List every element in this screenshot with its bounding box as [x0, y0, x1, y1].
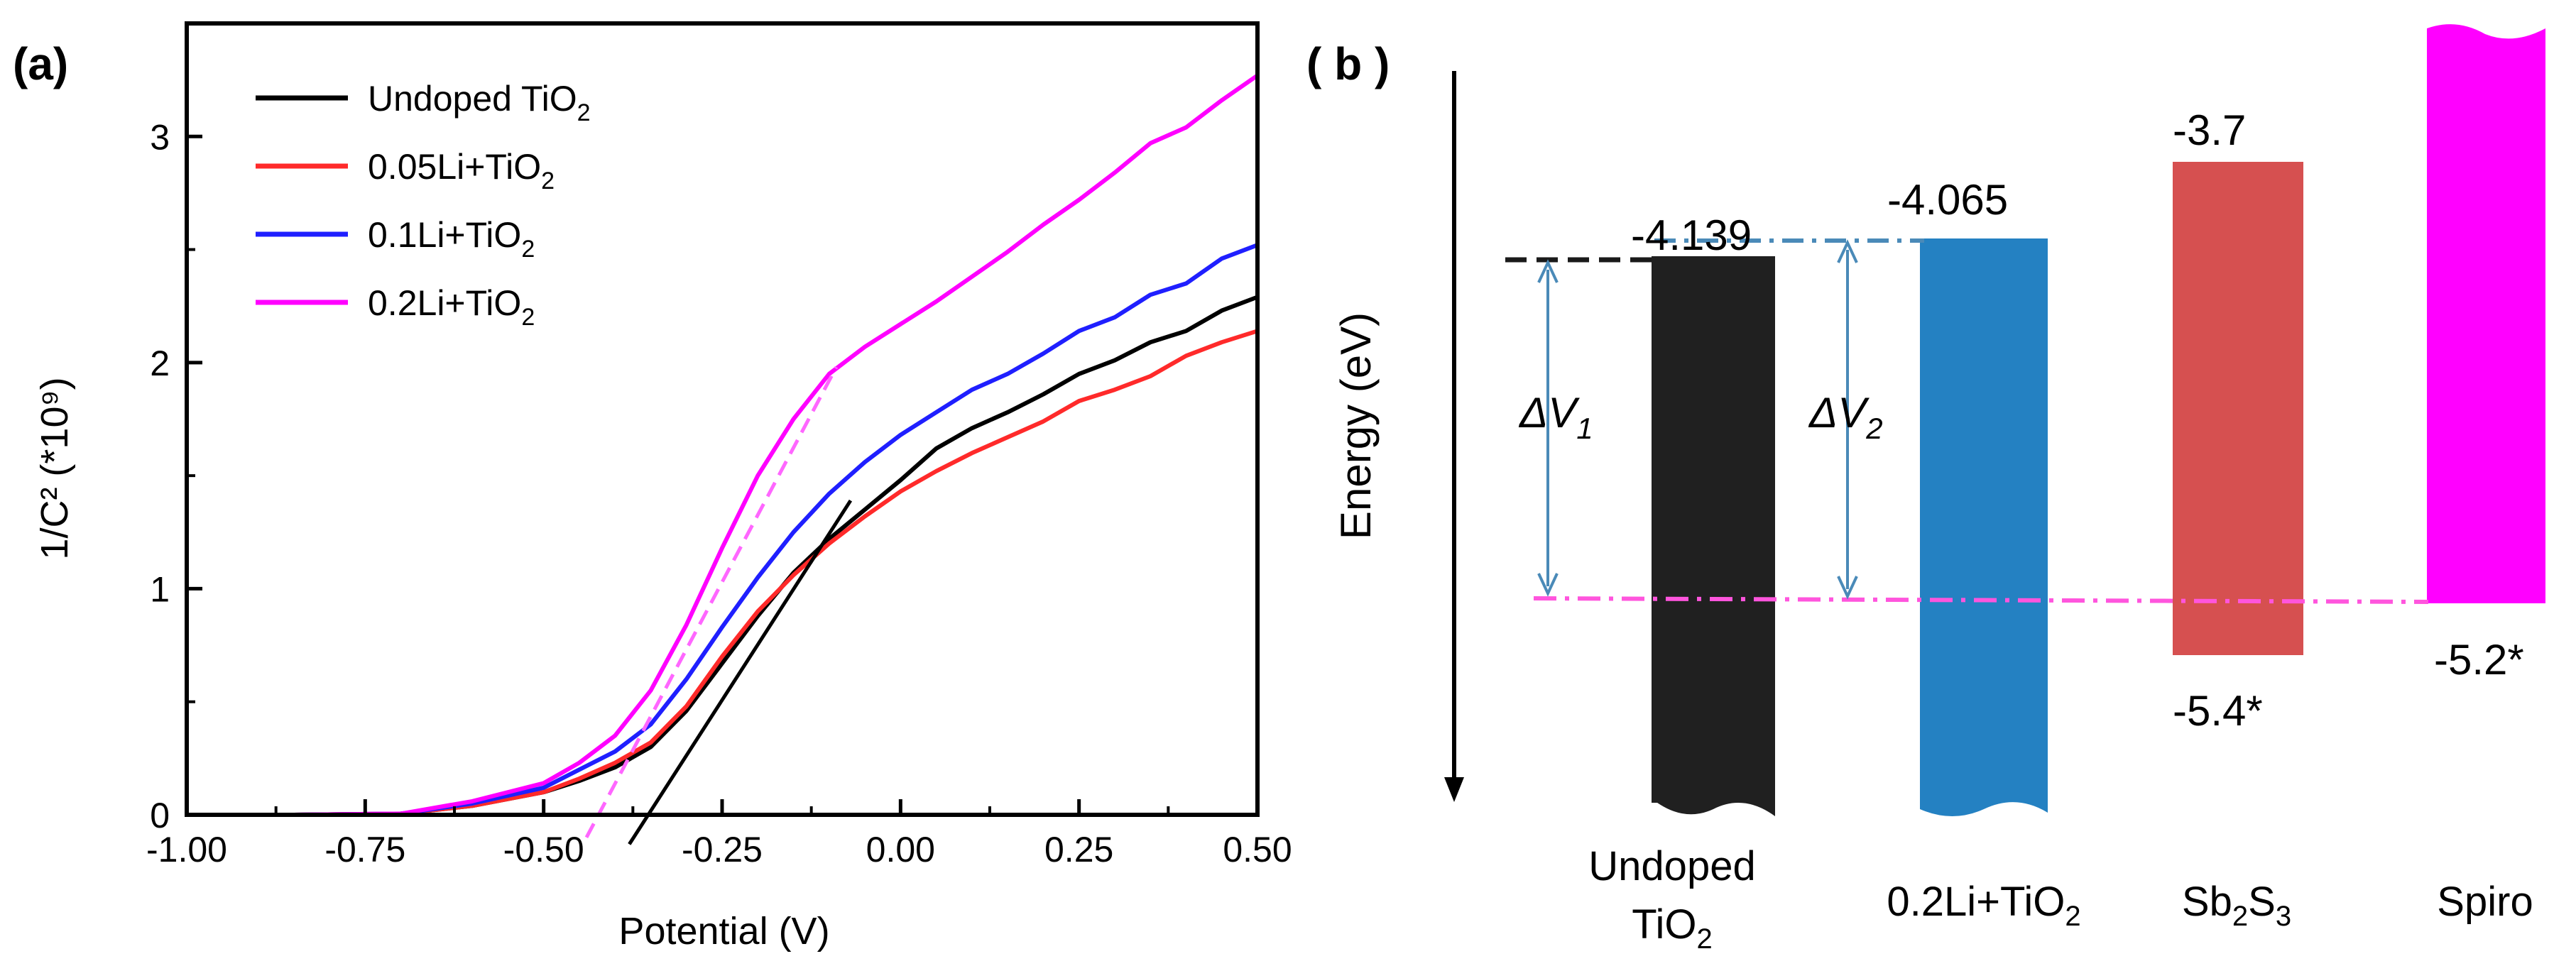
undoped-top-value: -4.139 [1631, 212, 1752, 259]
bar-li-wave [1920, 798, 2048, 816]
dv1-head-bottom [1537, 573, 1559, 597]
series-line-1 [187, 329, 1258, 817]
x-tick-label: -1.00 [146, 830, 227, 869]
x-tick-label: 0.50 [1223, 830, 1292, 869]
y-tick-label: 1 [150, 569, 170, 609]
x-tick-label: -0.50 [503, 830, 584, 869]
fit-lines-layer [584, 366, 853, 845]
legend-label-1: 0.05Li+TiO2 [368, 147, 555, 194]
sb2s3-bottom-value: -5.4* [2173, 687, 2263, 735]
bar-li-tio2 [1920, 238, 2048, 799]
spiro-bottom-value: -5.2* [2434, 636, 2524, 684]
category-li-tio2: 0.2Li+TiO2 [1887, 879, 2080, 932]
dv2-label: ΔV2 [1808, 389, 1883, 445]
energy-axis-title: Energy (eV) [1332, 312, 1380, 539]
series-line-2 [187, 243, 1259, 817]
y-tick-label: 0 [150, 796, 170, 835]
panel-b-band-diagram: ( b ) Energy (eV) ΔV1 ΔV2 -4.139 -4.065 … [1306, 24, 2545, 955]
fit-line-1 [584, 366, 839, 839]
series-line-3 [187, 73, 1259, 817]
category-undoped-line1: Undoped [1588, 843, 1755, 889]
y-tick-label: 2 [150, 344, 170, 383]
x-tick-label: -0.75 [324, 830, 405, 869]
x-axis-title: Potential (V) [618, 910, 829, 953]
bar-spiro [2427, 24, 2545, 603]
x-tick-label: 0.25 [1044, 830, 1113, 869]
x-tick-label: -0.25 [682, 830, 763, 869]
spiro-homo-dashdot [1533, 596, 2429, 604]
x-axis-ticks: -1.00 -0.75 -0.50 -0.25 0.00 0.25 0.50 [146, 799, 1292, 869]
category-undoped-line2: TiO2 [1632, 901, 1713, 955]
arrow-head [1444, 777, 1464, 802]
category-spiro: Spiro [2437, 879, 2533, 925]
dv2-head-top [1837, 239, 1858, 263]
legend-label-2: 0.1Li+TiO2 [368, 215, 535, 263]
plot-frame [185, 21, 1260, 817]
series-line-0 [187, 295, 1259, 817]
y-axis-title: 1/C² (*10⁹) [33, 377, 76, 559]
li-top-value: -4.065 [1887, 176, 2008, 224]
series-layer [187, 73, 1259, 817]
y-tick-label: 3 [150, 117, 170, 157]
panel-a-line-chart: (a) -1.00 -0.75 -0.50 -0.25 0.00 0.25 0.50 0 1 2… [13, 21, 1292, 953]
sb2s3-top-value: -3.7 [2173, 106, 2246, 154]
dv1-head-top [1537, 259, 1559, 283]
dv2-head-bottom [1837, 576, 1858, 600]
legend-label-3: 0.2Li+TiO2 [368, 283, 535, 331]
bar-undoped-wave [1652, 798, 1775, 816]
legend-label-0: Undoped TiO2 [368, 79, 591, 126]
bar-sb2s3 [2173, 162, 2303, 655]
panel-b-label: ( b ) [1306, 38, 1390, 89]
y-axis-ticks: 0 1 2 3 [150, 117, 202, 835]
dv1-label: ΔV1 [1518, 389, 1593, 445]
fit-line-0 [628, 499, 853, 845]
panel-a-label: (a) [13, 38, 68, 89]
category-sb2s3: Sb2S3 [2182, 879, 2291, 932]
x-tick-label: 0.00 [866, 830, 935, 869]
bar-undoped-tio2 [1652, 256, 1775, 803]
legend: Undoped TiO2 0.05Li+TiO2 0.1Li+TiO2 0.2Li+T… [256, 79, 591, 331]
